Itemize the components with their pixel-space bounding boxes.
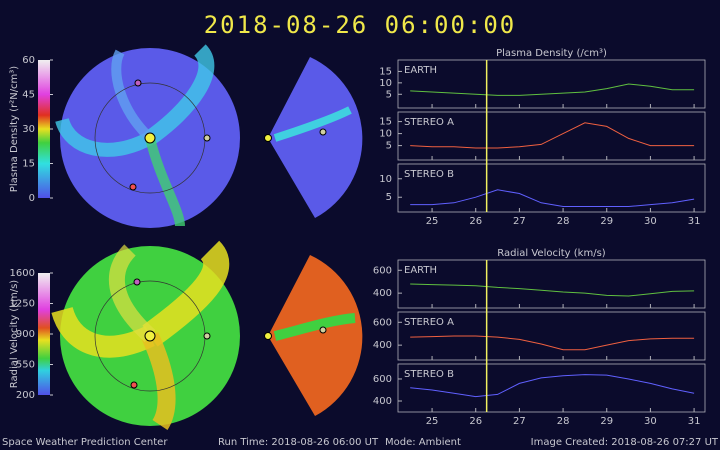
y-tick-label: 600 [373,265,392,276]
panel-label: STEREO A [404,117,454,128]
panel [397,311,706,361]
x-tick-label: 28 [557,416,570,427]
x-tick-label: 25 [426,416,439,427]
series-line [410,374,695,398]
panel-label: STEREO A [404,317,454,328]
colorbar-tick-label: 30 [22,124,35,135]
colorbar-tick-label: 15 [22,159,35,170]
y-tick-label: 15 [379,66,392,77]
series-line [410,122,695,149]
x-tick-label: 29 [600,416,613,427]
y-tick-label: 15 [379,117,392,128]
colorbar-tick-label: 1250 [10,299,35,310]
panel-label: STEREO B [404,369,454,380]
colorbar [38,273,50,395]
panel-label: STEREO B [404,169,454,180]
x-tick-label: 31 [688,216,701,227]
series-line [410,83,695,96]
colorbar-tick-label: 200 [16,390,35,401]
x-tick-label: 30 [644,416,657,427]
y-tick-label: 10 [379,78,392,89]
panel [397,59,706,109]
colorbar-tick-label: 0 [29,193,35,204]
chart-title: Radial Velocity (km/s) [497,248,605,259]
x-tick-label: 26 [469,216,482,227]
colorbar-tick-label: 900 [16,329,35,340]
colorbar-tick-label: 45 [22,90,35,101]
colorbar-tick-label: 60 [22,55,35,66]
y-tick-label: 400 [373,396,392,407]
density-polar [55,44,363,228]
panel [397,363,706,413]
x-tick-label: 25 [426,216,439,227]
colorbar-label: Plasma Density (r²N/cm³) [9,66,20,193]
panel-label: EARTH [404,65,437,76]
y-tick-label: 400 [373,340,392,351]
x-tick-label: 26 [469,416,482,427]
colorbar-label: Radial Velocity (km/s) [9,280,20,388]
x-tick-label: 30 [644,216,657,227]
y-tick-label: 5 [386,89,392,100]
y-tick-label: 600 [373,317,392,328]
footer-run: Run Time: 2018-08-26 06:00 UT [218,437,379,448]
colorbar-tick-label: 550 [16,360,35,371]
panel-label: EARTH [404,265,437,276]
series-line [410,283,695,297]
colorbar-tick-label: 1600 [10,268,35,279]
chart-title: Plasma Density (/cm³) [496,48,607,59]
y-tick-label: 10 [379,129,392,140]
footer-center: Space Weather Prediction Center [2,437,168,448]
y-tick-label: 10 [379,174,392,185]
y-tick-label: 400 [373,288,392,299]
panel [397,111,706,161]
timestamp: 2018-08-26 06:00:00 [204,11,517,39]
footer-mode: Mode: Ambient [385,437,461,448]
panel [397,163,706,213]
footer-created: Image Created: 2018-08-26 07:27 UT [531,437,719,448]
y-tick-label: 600 [373,374,392,385]
series-line [410,189,695,207]
x-tick-label: 31 [688,416,701,427]
velocity-polar [51,240,363,430]
y-tick-label: 5 [386,141,392,152]
panel [397,259,706,309]
y-tick-label: 5 [386,192,392,203]
colorbar [38,60,50,198]
x-tick-label: 29 [600,216,613,227]
series-line [410,335,695,351]
x-tick-label: 27 [513,416,526,427]
x-tick-label: 28 [557,216,570,227]
x-tick-label: 27 [513,216,526,227]
